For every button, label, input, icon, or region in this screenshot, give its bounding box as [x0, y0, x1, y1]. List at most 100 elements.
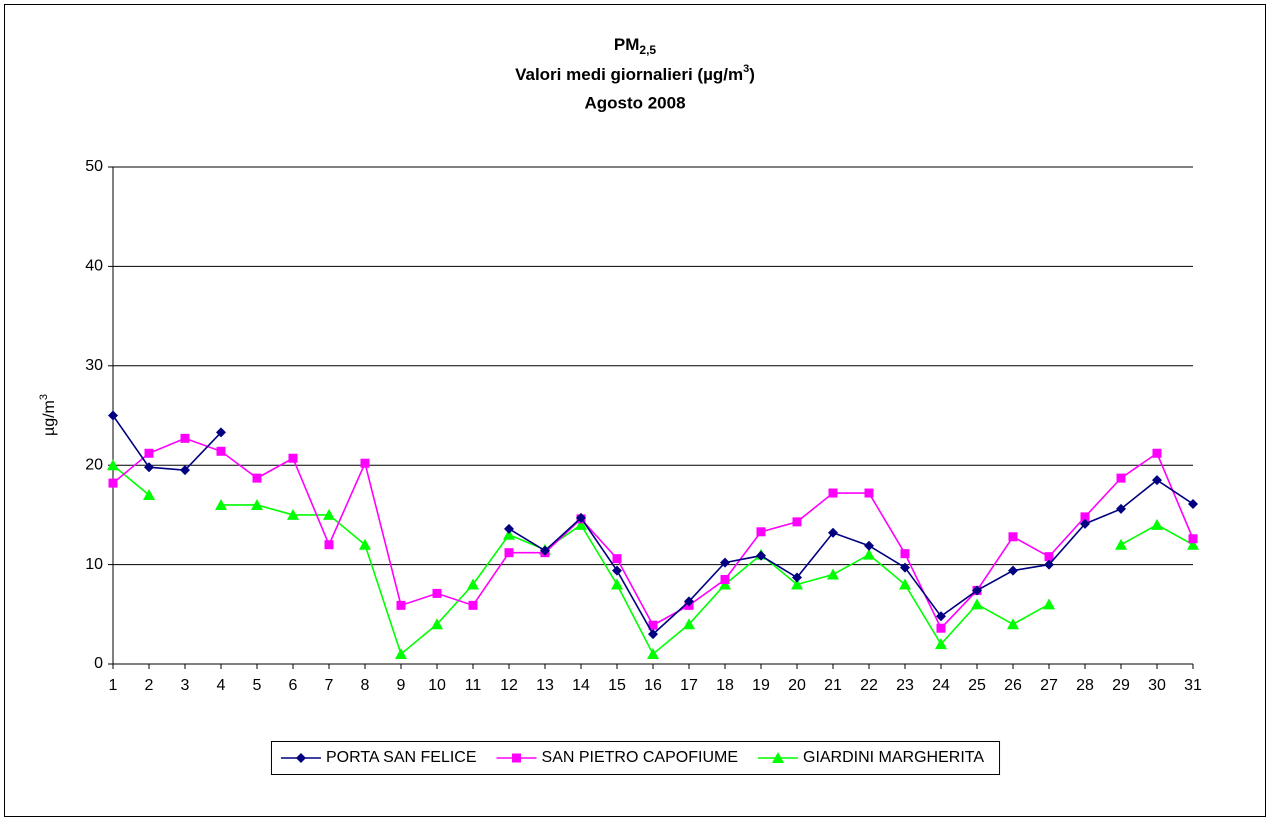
point	[935, 638, 947, 650]
point	[792, 572, 802, 583]
y-tick-label: 50	[85, 158, 103, 175]
point	[1115, 538, 1127, 550]
point	[612, 554, 622, 564]
point	[324, 540, 334, 550]
point	[1044, 552, 1054, 562]
point	[216, 446, 226, 456]
point	[864, 488, 874, 498]
title-text: PM	[614, 35, 640, 54]
point	[1080, 512, 1090, 522]
x-tick-label: 24	[932, 677, 950, 694]
x-tick-label: 17	[680, 677, 698, 694]
point	[467, 578, 479, 590]
point	[504, 523, 514, 534]
legend-box	[270, 741, 1001, 775]
point	[1043, 598, 1055, 610]
point	[504, 548, 514, 558]
point	[251, 498, 263, 510]
point	[143, 489, 155, 501]
point	[1008, 565, 1018, 576]
series-line	[112, 415, 1194, 636]
subtitle-text: )	[749, 65, 755, 84]
point	[1044, 559, 1054, 570]
point	[1152, 475, 1162, 486]
point	[972, 585, 982, 596]
point	[771, 752, 784, 763]
x-tick-label: 7	[325, 677, 334, 694]
title-subscript: 2,5	[639, 43, 656, 57]
y-tick-label: 40	[85, 258, 103, 275]
x-tick-label: 11	[465, 677, 482, 694]
point	[180, 433, 190, 443]
y-tick-label: 20	[85, 456, 103, 473]
x-tick-label: 8	[361, 677, 370, 694]
point	[1080, 518, 1090, 529]
y-tick-label: 30	[85, 357, 103, 374]
point	[683, 618, 695, 630]
point	[684, 596, 694, 607]
point	[432, 588, 442, 598]
point	[575, 518, 587, 530]
point	[720, 575, 730, 585]
point	[288, 453, 298, 463]
x-tick-label: 22	[860, 677, 878, 694]
point	[936, 623, 946, 633]
subtitle-superscript: 3	[743, 63, 749, 75]
point	[1152, 448, 1162, 458]
point	[791, 578, 803, 590]
point	[756, 550, 766, 561]
x-tick-label: 29	[1112, 677, 1130, 694]
point	[1188, 534, 1198, 544]
chart-subtitle: Agosto 2008	[584, 93, 685, 112]
x-tick-label: 6	[289, 677, 298, 694]
point	[827, 568, 839, 580]
point	[1187, 538, 1199, 550]
x-tick-label: 16	[644, 677, 662, 694]
point	[503, 528, 515, 540]
y-label-text: µg/m	[41, 400, 58, 436]
x-tick-label: 1	[109, 677, 118, 694]
x-tick-label: 9	[397, 677, 406, 694]
legend: PORTA SAN FELICE SAN PIETRO CAPOFIUME GIAR…	[270, 741, 1001, 775]
point	[215, 498, 227, 510]
point	[900, 562, 910, 573]
point	[971, 598, 983, 610]
point	[252, 473, 262, 483]
point	[360, 458, 370, 468]
subtitle-text: Valori medi giornalieri (µg/m	[515, 65, 743, 84]
x-tick-label: 27	[1040, 677, 1058, 694]
x-tick-label: 4	[217, 677, 226, 694]
point	[828, 527, 838, 538]
point	[900, 549, 910, 559]
x-tick-label: 25	[968, 677, 986, 694]
point	[468, 600, 478, 610]
point	[512, 753, 522, 763]
point	[295, 753, 306, 763]
y-axis-label: µg/m3	[38, 394, 58, 436]
point	[576, 512, 586, 523]
point	[612, 565, 622, 576]
x-tick-label: 18	[716, 677, 734, 694]
point	[648, 629, 658, 640]
x-tick-label: 26	[1004, 677, 1022, 694]
x-tick-label: 31	[1184, 677, 1202, 694]
point	[611, 578, 623, 590]
point	[108, 478, 118, 488]
x-tick-label: 3	[181, 677, 190, 694]
point	[1116, 503, 1126, 514]
x-tick-label: 19	[752, 677, 770, 694]
point	[1151, 518, 1163, 530]
point	[1008, 532, 1018, 542]
point	[828, 488, 838, 498]
y-tick-label: 0	[94, 655, 103, 672]
x-tick-label: 21	[824, 677, 842, 694]
point	[1188, 498, 1198, 509]
y-label-superscript: 3	[38, 394, 50, 400]
x-tick-label: 2	[145, 677, 154, 694]
point	[1116, 473, 1126, 483]
x-tick-label: 13	[536, 677, 554, 694]
point	[287, 508, 299, 520]
x-tick-label: 14	[572, 677, 590, 694]
point	[107, 459, 119, 471]
